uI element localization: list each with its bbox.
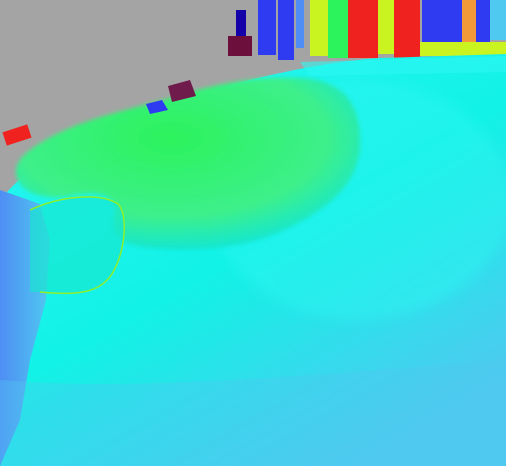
bar-lime	[310, 0, 328, 56]
bar-sky	[490, 0, 506, 40]
bar-red	[348, 0, 378, 58]
bar-blue	[278, 0, 294, 60]
lower-floor-region	[0, 360, 506, 466]
bar-navy	[236, 10, 246, 54]
small-red-object	[2, 124, 32, 146]
horizon-strip	[300, 56, 506, 76]
bar-lime-base	[420, 42, 506, 56]
bar-green	[328, 0, 348, 58]
green-region	[15, 77, 361, 250]
bar-orange	[462, 0, 476, 48]
object-region	[30, 196, 125, 294]
bar-blue	[296, 0, 304, 48]
color-bars-region	[228, 0, 506, 60]
bar-red	[394, 0, 420, 58]
bar-blue	[476, 0, 490, 46]
bar-maroon	[228, 36, 252, 56]
object-outline	[29, 196, 125, 295]
bar-lime	[378, 0, 394, 54]
small-blue-object	[146, 100, 168, 114]
bar-blue	[258, 0, 276, 55]
bar-blue	[422, 0, 462, 48]
small-purple-object	[168, 80, 196, 102]
